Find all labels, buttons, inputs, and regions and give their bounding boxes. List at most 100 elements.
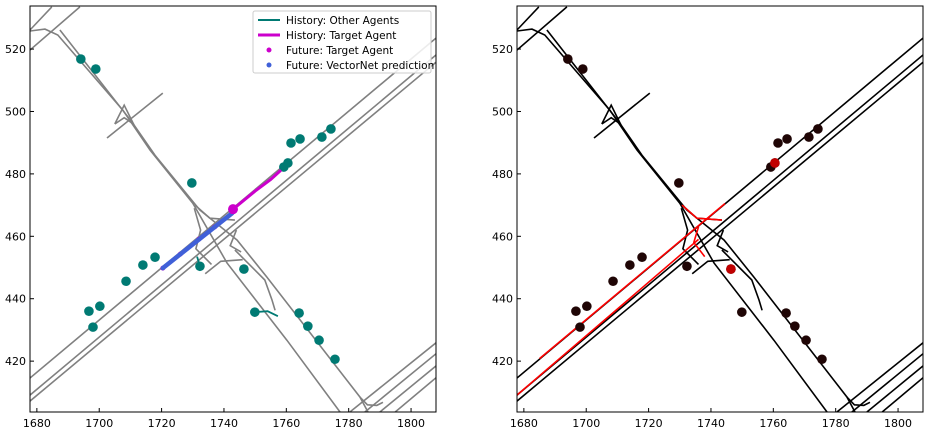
agent-point bbox=[790, 321, 800, 331]
lane-line bbox=[866, 364, 923, 412]
agent-point bbox=[781, 308, 791, 318]
lane-line bbox=[680, 207, 700, 265]
agent-point bbox=[817, 354, 827, 365]
lane-line bbox=[106, 92, 164, 139]
agent-point bbox=[294, 308, 304, 318]
x-tick-label: 1680 bbox=[510, 417, 538, 430]
y-tick-label: 440 bbox=[492, 293, 513, 306]
legend: History: Other Agents History: Target Ag… bbox=[252, 10, 434, 74]
agent-point bbox=[76, 54, 86, 64]
legend-swatch-target-future bbox=[266, 47, 272, 53]
x-tick-label: 1700 bbox=[572, 417, 600, 430]
agent-point bbox=[330, 354, 340, 365]
plot-area bbox=[517, 6, 923, 412]
y-tick-label: 480 bbox=[5, 168, 26, 181]
agent-point bbox=[138, 260, 148, 270]
agent-point bbox=[813, 124, 823, 134]
x-tick-label: 1700 bbox=[85, 417, 113, 430]
legend-label: Future: Target Agent bbox=[286, 45, 393, 57]
highlight-agent-point bbox=[770, 158, 780, 168]
lane-line bbox=[601, 103, 623, 127]
agent-point bbox=[674, 178, 684, 188]
y-tick-label: 420 bbox=[492, 355, 513, 368]
agent-point bbox=[95, 301, 105, 312]
agent-point bbox=[239, 264, 249, 274]
agent-point bbox=[577, 64, 588, 74]
legend-box bbox=[252, 10, 432, 74]
axes-frame bbox=[29, 5, 437, 413]
agent-point bbox=[283, 158, 293, 168]
x-tick-label: 1800 bbox=[884, 417, 912, 430]
agent-point bbox=[295, 134, 305, 144]
x-tick-label: 1760 bbox=[759, 417, 787, 430]
legend-swatch-prediction bbox=[266, 62, 272, 68]
lane-line bbox=[593, 92, 651, 139]
y-tick-label: 440 bbox=[5, 293, 26, 306]
agent-point bbox=[250, 307, 260, 317]
y-tick-label: 500 bbox=[5, 105, 26, 118]
agent-point bbox=[737, 307, 747, 317]
agent-point bbox=[608, 276, 618, 287]
y-tick-label: 520 bbox=[492, 43, 513, 56]
y-tick-label: 480 bbox=[492, 168, 513, 181]
prediction-line bbox=[160, 210, 235, 271]
agent-point bbox=[582, 301, 592, 312]
y-tick-label: 460 bbox=[492, 230, 513, 243]
lane-line bbox=[394, 376, 436, 412]
legend-label: Future: VectorNet prediction bbox=[286, 60, 434, 72]
lane-line bbox=[30, 61, 436, 402]
x-tick-label: 1780 bbox=[335, 417, 363, 430]
highlight-lane-line bbox=[538, 202, 726, 360]
highlight-lane-line bbox=[692, 226, 706, 258]
lane-line bbox=[359, 396, 384, 407]
lane-line bbox=[846, 396, 871, 407]
agent-point bbox=[303, 321, 313, 331]
x-tick-label: 1720 bbox=[635, 417, 663, 430]
lane-line bbox=[836, 341, 923, 412]
lane-line bbox=[30, 6, 53, 31]
right-plot: 1680 1700 1720 1740 1760 1780 1800 420 440 460 480… bbox=[492, 5, 924, 430]
lane-line bbox=[716, 229, 729, 253]
lane-line bbox=[851, 352, 923, 412]
lane-line bbox=[59, 29, 369, 412]
lane-line bbox=[30, 6, 81, 51]
highlight-lane-line bbox=[517, 238, 700, 396]
lane-line bbox=[517, 6, 540, 31]
x-tick-label: 1740 bbox=[210, 417, 238, 430]
agent-point bbox=[773, 138, 783, 148]
lane-line bbox=[517, 6, 568, 51]
target-current-point bbox=[228, 204, 238, 215]
agent-point bbox=[563, 54, 573, 64]
plot-area bbox=[30, 6, 436, 412]
agent-point bbox=[571, 306, 581, 317]
agent-point bbox=[801, 335, 811, 346]
x-tick-label: 1780 bbox=[822, 417, 850, 430]
x-tick-label: 1680 bbox=[23, 417, 51, 430]
lane-line bbox=[349, 341, 436, 412]
legend-label: History: Target Agent bbox=[286, 30, 396, 42]
x-tick-label: 1740 bbox=[697, 417, 725, 430]
agent-point bbox=[150, 252, 160, 263]
agent-point bbox=[625, 260, 635, 270]
x-tick-label: 1800 bbox=[397, 417, 425, 430]
lane-line bbox=[379, 364, 436, 412]
agent-point bbox=[804, 132, 814, 142]
left-plot: 1680 1700 1720 1740 1760 1780 1800 420 440 460 480… bbox=[5, 5, 437, 430]
lane-line bbox=[517, 54, 923, 396]
x-tick-label: 1720 bbox=[148, 417, 176, 430]
lane-line bbox=[517, 28, 828, 412]
agent-point bbox=[187, 178, 197, 188]
agent-point bbox=[782, 134, 792, 144]
lane-line bbox=[30, 28, 341, 412]
y-tick-label: 500 bbox=[492, 105, 513, 118]
lane-line bbox=[229, 229, 242, 253]
lane-line bbox=[691, 258, 730, 275]
lane-line bbox=[204, 258, 243, 275]
x-tick-label: 1760 bbox=[272, 417, 300, 430]
agent-point bbox=[317, 132, 327, 142]
target-history-line bbox=[232, 168, 283, 211]
legend-label: History: Other Agents bbox=[286, 15, 399, 27]
agent-point bbox=[84, 306, 94, 317]
y-tick-label: 420 bbox=[5, 355, 26, 368]
